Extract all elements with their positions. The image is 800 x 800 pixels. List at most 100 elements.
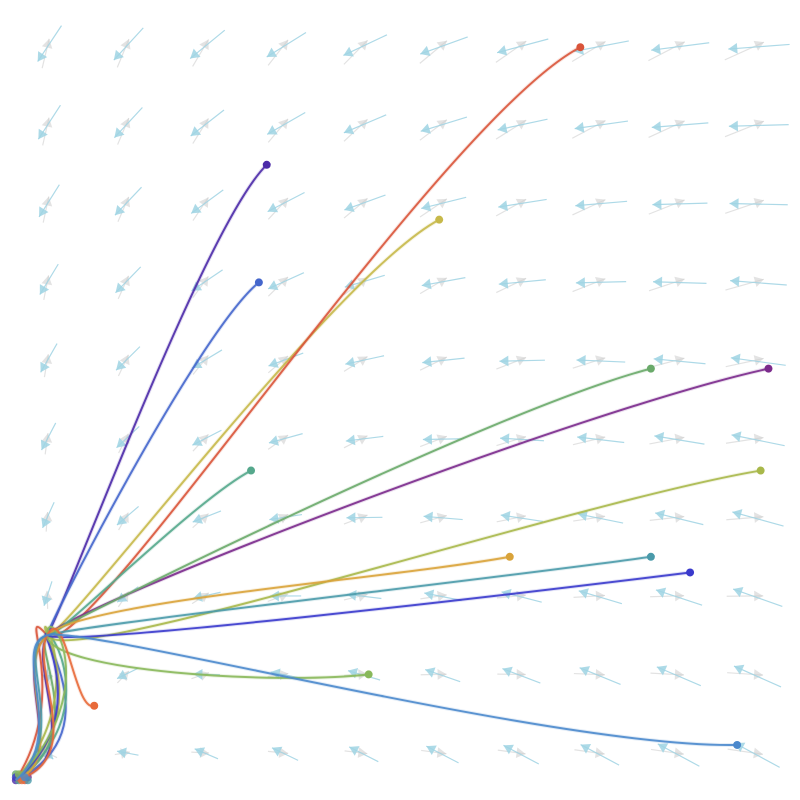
trajectory-endpoint-t2 xyxy=(254,278,263,287)
trajectory-ghost-t12 xyxy=(14,625,369,782)
field-arrow-secondary xyxy=(343,513,368,525)
field-arrow-secondary xyxy=(192,275,209,298)
vector-field-arrows xyxy=(37,25,790,768)
field-arrow-secondary xyxy=(41,117,53,146)
field-arrow-secondary xyxy=(41,196,53,223)
field-arrow-secondary xyxy=(648,198,685,215)
field-arrow-secondary xyxy=(725,198,765,214)
field-arrow-secondary xyxy=(572,276,606,293)
trajectory-start-t14 xyxy=(20,773,29,782)
field-arrow-primary xyxy=(425,667,461,683)
field-arrow-primary xyxy=(575,277,627,289)
field-arrow-primary xyxy=(421,196,467,212)
trajectory-endpoint-t6 xyxy=(646,364,655,373)
field-arrow-secondary xyxy=(267,197,289,220)
field-arrow-secondary xyxy=(650,669,684,680)
field-arrow-primary xyxy=(190,189,224,214)
field-arrow-primary xyxy=(728,120,789,132)
field-arrow-primary xyxy=(267,191,305,213)
field-arrow-secondary xyxy=(650,590,685,602)
field-arrow-secondary xyxy=(572,355,606,369)
trajectory-endpoint-t4 xyxy=(576,43,585,52)
field-arrow-secondary xyxy=(648,119,685,138)
field-arrow-secondary xyxy=(649,355,685,368)
field-arrow-primary xyxy=(579,666,621,685)
field-arrow-primary xyxy=(423,511,463,523)
field-arrow-primary xyxy=(652,276,707,288)
field-arrow-primary xyxy=(503,744,540,765)
field-arrow-secondary xyxy=(573,668,605,680)
field-arrow-primary xyxy=(502,666,541,684)
field-arrow-primary xyxy=(115,346,141,371)
field-arrow-primary xyxy=(651,42,710,55)
trajectory-endpoint-t1 xyxy=(262,160,271,169)
field-arrow-primary xyxy=(40,343,58,373)
trajectory-endpoint-t9 xyxy=(505,552,514,561)
field-arrow-secondary xyxy=(727,669,764,680)
trajectory-endpoint-t7 xyxy=(247,466,256,475)
field-arrow-secondary xyxy=(648,276,685,292)
field-arrow-secondary xyxy=(192,39,210,67)
field-arrow-primary xyxy=(426,745,459,764)
field-arrow-primary xyxy=(651,121,709,133)
field-arrow-secondary xyxy=(724,119,765,138)
field-arrow-primary xyxy=(189,29,226,60)
field-arrow-primary xyxy=(267,272,305,291)
field-arrow-primary xyxy=(496,38,549,56)
field-arrow-primary xyxy=(192,429,222,446)
field-arrow-secondary xyxy=(726,512,764,523)
field-arrow-primary xyxy=(498,198,547,211)
field-arrow-primary xyxy=(268,433,303,446)
field-arrow-primary xyxy=(655,587,703,606)
field-arrow-secondary xyxy=(192,197,209,221)
field-arrow-secondary xyxy=(267,434,289,450)
field-arrow-primary xyxy=(577,432,625,444)
field-arrow-secondary xyxy=(267,118,289,143)
field-arrow-primary xyxy=(729,198,788,210)
field-arrow-primary xyxy=(575,199,628,211)
trajectory-endpoint-t3 xyxy=(435,215,444,224)
field-arrow-primary xyxy=(41,581,53,606)
field-arrow-primary xyxy=(653,354,706,366)
field-arrow-primary xyxy=(734,742,780,768)
field-arrow-primary xyxy=(266,32,307,58)
field-arrow-primary xyxy=(731,431,785,447)
field-arrow-secondary xyxy=(650,747,684,759)
field-arrow-secondary xyxy=(725,276,764,291)
field-arrow-primary xyxy=(730,275,787,287)
field-arrow-primary xyxy=(499,355,545,367)
field-arrow-primary xyxy=(728,42,790,54)
trajectory-t6 xyxy=(15,367,652,782)
trajectory-endpoint-t10 xyxy=(646,552,655,561)
field-arrow-primary xyxy=(420,36,468,57)
field-arrow-primary xyxy=(192,510,222,524)
field-arrow-primary xyxy=(421,277,466,290)
field-arrow-secondary xyxy=(117,196,131,222)
field-arrow-primary xyxy=(652,198,708,210)
field-arrow-primary xyxy=(114,186,142,216)
field-arrow-primary xyxy=(499,433,544,445)
field-arrow-secondary xyxy=(726,590,764,602)
trajectory-endpoint-t12 xyxy=(364,670,373,679)
field-arrow-secondary xyxy=(725,433,764,445)
trajectory-endpoint-t14 xyxy=(733,740,742,749)
field-arrow-secondary xyxy=(343,356,368,372)
field-arrow-primary xyxy=(500,511,543,523)
field-arrow-primary xyxy=(345,434,384,446)
field-arrow-primary xyxy=(116,505,139,526)
field-arrow-primary xyxy=(497,118,548,134)
field-arrow-secondary xyxy=(343,435,368,449)
field-arrow-secondary xyxy=(497,747,526,759)
field-arrow-primary xyxy=(38,184,60,218)
trajectory-endpoint-t13 xyxy=(90,701,99,710)
field-arrow-secondary xyxy=(116,38,131,68)
field-arrow-secondary xyxy=(117,117,131,145)
field-arrow-secondary xyxy=(574,747,605,759)
field-arrow-secondary xyxy=(117,275,130,300)
field-arrow-primary xyxy=(733,664,782,688)
field-arrow-primary xyxy=(424,589,462,602)
field-arrow-secondary xyxy=(727,747,763,759)
field-arrow-primary xyxy=(271,746,299,761)
field-arrow-primary xyxy=(194,747,219,760)
